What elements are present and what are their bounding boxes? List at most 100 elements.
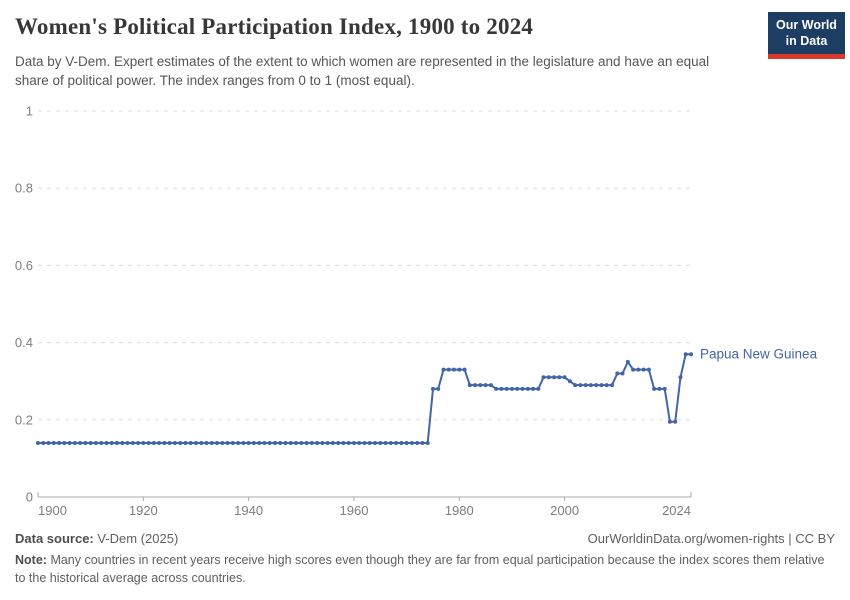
data-point[interactable] bbox=[636, 367, 641, 372]
data-point[interactable] bbox=[88, 441, 93, 445]
data-point[interactable] bbox=[78, 441, 83, 445]
data-point[interactable] bbox=[615, 371, 620, 376]
data-point[interactable] bbox=[399, 441, 404, 445]
data-point[interactable] bbox=[431, 386, 435, 391]
data-point[interactable] bbox=[404, 441, 409, 445]
data-point[interactable] bbox=[478, 383, 483, 388]
data-point[interactable] bbox=[209, 441, 214, 445]
data-point[interactable] bbox=[599, 383, 604, 388]
data-point[interactable] bbox=[362, 441, 367, 445]
data-point[interactable] bbox=[236, 441, 241, 445]
data-point[interactable] bbox=[446, 367, 451, 372]
data-point[interactable] bbox=[641, 367, 646, 372]
data-point[interactable] bbox=[536, 386, 541, 391]
data-point[interactable] bbox=[452, 367, 456, 372]
data-point[interactable] bbox=[689, 352, 693, 357]
data-point[interactable] bbox=[383, 441, 388, 445]
data-point[interactable] bbox=[373, 441, 377, 445]
data-point[interactable] bbox=[273, 441, 277, 445]
data-point[interactable] bbox=[257, 441, 262, 445]
data-point[interactable] bbox=[525, 386, 530, 391]
data-point[interactable] bbox=[246, 441, 251, 445]
data-point[interactable] bbox=[41, 441, 46, 445]
data-point[interactable] bbox=[462, 367, 467, 372]
data-point[interactable] bbox=[36, 441, 40, 445]
data-point[interactable] bbox=[241, 441, 246, 445]
data-point[interactable] bbox=[188, 441, 193, 445]
data-point[interactable] bbox=[646, 367, 651, 372]
chart-svg[interactable]: 0 0.2 0.4 0.6 0.8 1 1900 1920 1940 1960 1980 2000 20… bbox=[0, 100, 850, 535]
data-point[interactable] bbox=[667, 419, 672, 424]
footer-license-link[interactable]: OurWorldinData.org/women-rights | CC BY bbox=[587, 531, 835, 546]
data-point[interactable] bbox=[531, 386, 535, 391]
data-point[interactable] bbox=[467, 383, 472, 388]
data-point[interactable] bbox=[631, 367, 636, 372]
data-point[interactable] bbox=[409, 441, 414, 445]
data-point[interactable] bbox=[330, 441, 335, 445]
data-point[interactable] bbox=[262, 441, 267, 445]
data-point[interactable] bbox=[588, 383, 593, 388]
data-point[interactable] bbox=[194, 441, 198, 445]
data-point[interactable] bbox=[167, 441, 172, 445]
data-point[interactable] bbox=[546, 375, 551, 380]
data-point[interactable] bbox=[172, 441, 177, 445]
data-point[interactable] bbox=[378, 441, 383, 445]
data-point[interactable] bbox=[57, 441, 62, 445]
data-point[interactable] bbox=[72, 441, 77, 445]
data-point[interactable] bbox=[183, 441, 188, 445]
data-point[interactable] bbox=[104, 441, 109, 445]
data-point[interactable] bbox=[283, 441, 288, 445]
data-point[interactable] bbox=[230, 441, 235, 445]
data-point[interactable] bbox=[115, 441, 119, 445]
data-point[interactable] bbox=[309, 441, 314, 445]
data-point[interactable] bbox=[83, 441, 88, 445]
data-point[interactable] bbox=[388, 441, 393, 445]
data-point[interactable] bbox=[499, 386, 504, 391]
data-point[interactable] bbox=[394, 441, 399, 445]
data-point[interactable] bbox=[278, 441, 283, 445]
data-point[interactable] bbox=[304, 441, 309, 445]
data-point[interactable] bbox=[346, 441, 351, 445]
data-point[interactable] bbox=[120, 441, 125, 445]
data-point[interactable] bbox=[162, 441, 167, 445]
data-point[interactable] bbox=[320, 441, 325, 445]
data-point[interactable] bbox=[562, 375, 567, 380]
data-point[interactable] bbox=[325, 441, 330, 445]
data-point[interactable] bbox=[573, 383, 578, 388]
data-point[interactable] bbox=[604, 383, 609, 388]
data-point[interactable] bbox=[436, 386, 441, 391]
data-point[interactable] bbox=[367, 441, 372, 445]
data-point[interactable] bbox=[594, 383, 599, 388]
data-line[interactable] bbox=[38, 353, 691, 444]
data-point[interactable] bbox=[520, 386, 525, 391]
data-point[interactable] bbox=[510, 386, 514, 391]
data-point[interactable] bbox=[494, 386, 499, 391]
data-point[interactable] bbox=[557, 375, 562, 380]
data-point[interactable] bbox=[457, 367, 462, 372]
data-point[interactable] bbox=[625, 359, 630, 364]
data-point[interactable] bbox=[441, 367, 446, 372]
data-point[interactable] bbox=[425, 441, 430, 445]
data-point[interactable] bbox=[199, 441, 204, 445]
data-point[interactable] bbox=[267, 441, 272, 445]
data-point[interactable] bbox=[678, 375, 683, 380]
data-point[interactable] bbox=[415, 441, 420, 445]
data-point[interactable] bbox=[215, 441, 219, 445]
data-point[interactable] bbox=[620, 371, 625, 376]
data-point[interactable] bbox=[515, 386, 520, 391]
data-point[interactable] bbox=[157, 441, 162, 445]
line-chart-canvas[interactable]: 0 0.2 0.4 0.6 0.8 1 1900 1920 1940 1960 1980 2000 20… bbox=[0, 100, 850, 535]
data-point[interactable] bbox=[67, 441, 72, 445]
data-point[interactable] bbox=[99, 441, 104, 445]
data-point[interactable] bbox=[251, 441, 256, 445]
data-point[interactable] bbox=[141, 441, 146, 445]
data-point[interactable] bbox=[336, 441, 341, 445]
data-point[interactable] bbox=[178, 441, 183, 445]
data-point[interactable] bbox=[136, 441, 141, 445]
data-point[interactable] bbox=[151, 441, 156, 445]
data-point[interactable] bbox=[125, 441, 130, 445]
data-point[interactable] bbox=[567, 379, 572, 384]
data-point[interactable] bbox=[204, 441, 209, 445]
data-point[interactable] bbox=[62, 441, 67, 445]
data-point[interactable] bbox=[473, 383, 478, 388]
